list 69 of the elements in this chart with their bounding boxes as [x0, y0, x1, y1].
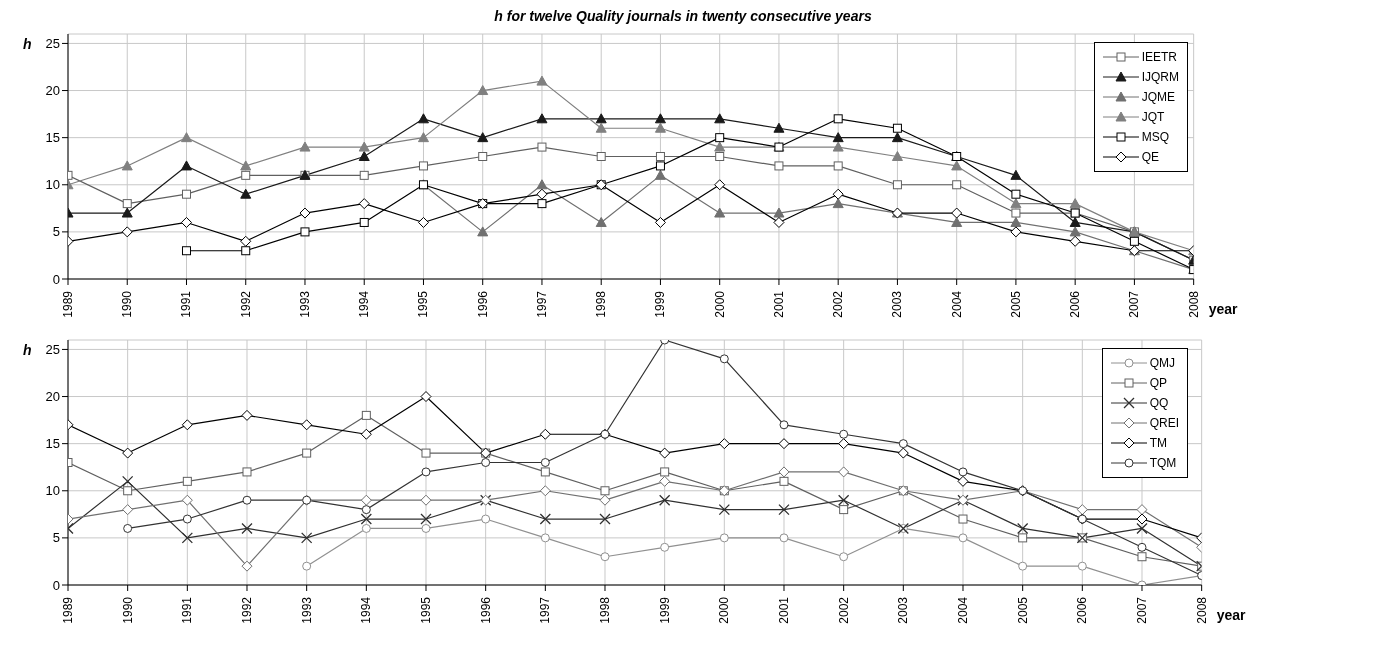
- legend-label: JQME: [1141, 89, 1175, 106]
- x-tick-label: 2002: [836, 596, 851, 624]
- x-tick-label: 1990: [120, 290, 135, 318]
- y-tick-label: 0: [52, 271, 60, 287]
- x-tick-label: 1990: [120, 596, 135, 624]
- x-tick-label: 1989: [61, 290, 75, 318]
- x-tick-label: 2001: [771, 290, 786, 318]
- legend-label: IJQRM: [1141, 69, 1179, 86]
- x-tick-label: 1997: [538, 596, 553, 624]
- x-tick-label: 2004: [955, 596, 970, 624]
- x-tick-label: 1999: [657, 596, 672, 624]
- y-tick-label: 25: [45, 36, 60, 52]
- y-tick-label: 10: [45, 177, 60, 193]
- y-tick-label: 5: [52, 224, 60, 240]
- x-axis-title: year: [1216, 606, 1247, 623]
- x-tick-label: 1991: [179, 290, 194, 318]
- legend-label: MSQ: [1141, 129, 1169, 146]
- x-tick-label: 1995: [416, 290, 431, 318]
- y-tick-label: 20: [45, 83, 60, 99]
- x-tick-label: 2000: [712, 290, 727, 318]
- legend-label: QMJ: [1149, 355, 1175, 372]
- x-tick-label: 2005: [1015, 596, 1030, 624]
- legend-label: QREI: [1149, 415, 1179, 432]
- y-tick-label: 25: [45, 342, 60, 358]
- x-tick-label: 2006: [1068, 290, 1083, 318]
- y-tick-label: 15: [45, 436, 60, 452]
- x-tick-label: 2001: [776, 596, 791, 624]
- x-tick-label: 2003: [890, 290, 905, 318]
- x-tick-label: 2008: [1186, 290, 1201, 318]
- x-tick-label: 2005: [1008, 290, 1023, 318]
- y-tick-label: 5: [52, 530, 60, 546]
- x-tick-label: 2007: [1127, 290, 1142, 318]
- x-tick-label: 1996: [478, 596, 493, 624]
- y-axis-title: h: [23, 341, 32, 358]
- x-tick-label: 1995: [419, 596, 433, 624]
- legend-label: IEETR: [1141, 49, 1177, 66]
- x-tick-label: 2004: [949, 290, 964, 318]
- y-tick-label: 20: [45, 389, 60, 405]
- x-tick-label: 1994: [357, 290, 372, 318]
- legend-label: QE: [1141, 149, 1159, 166]
- x-tick-label: 1992: [238, 290, 253, 318]
- x-axis-title: year: [1208, 300, 1239, 317]
- x-tick-label: 1991: [180, 596, 195, 624]
- y-axis-title: h: [23, 35, 32, 52]
- x-tick-label: 2008: [1194, 596, 1209, 624]
- y-tick-label: 10: [45, 483, 60, 499]
- x-tick-label: 1989: [61, 596, 75, 624]
- legend-label: QP: [1149, 375, 1167, 392]
- chart-title: h for twelve Quality journals in twenty consecutive years: [493, 8, 873, 24]
- legend-label: TM: [1149, 435, 1167, 452]
- x-tick-label: 2000: [717, 596, 732, 624]
- y-tick-label: 0: [52, 577, 60, 593]
- legend-label: QQ: [1149, 395, 1169, 412]
- x-tick-label: 2006: [1075, 596, 1090, 624]
- x-tick-label: 1996: [475, 290, 490, 318]
- x-tick-label: 2003: [896, 596, 911, 624]
- legend-label: JQT: [1141, 109, 1165, 126]
- x-tick-label: 1997: [534, 290, 549, 318]
- x-tick-label: 1998: [594, 290, 609, 318]
- x-tick-label: 1998: [598, 596, 612, 624]
- x-tick-label: 1999: [653, 290, 668, 318]
- x-tick-label: 1993: [297, 290, 312, 318]
- x-tick-label: 2002: [831, 290, 846, 318]
- x-tick-label: 2007: [1134, 596, 1149, 624]
- x-tick-label: 1993: [299, 596, 314, 624]
- x-tick-label: 1994: [359, 596, 374, 624]
- legend-label: TQM: [1149, 455, 1177, 472]
- y-tick-label: 15: [45, 130, 60, 146]
- x-tick-label: 1992: [240, 596, 254, 624]
